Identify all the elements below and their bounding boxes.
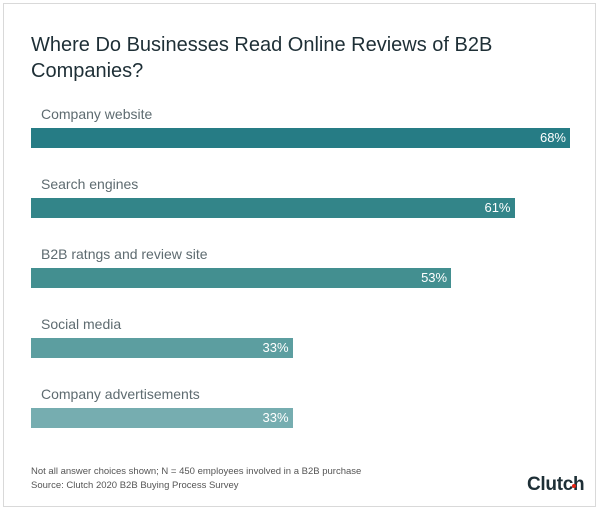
value-label: 61% xyxy=(484,200,511,215)
bar: 61% xyxy=(31,198,515,218)
chart-title: Where Do Businesses Read Online Reviews … xyxy=(31,34,493,82)
bar: 33% xyxy=(31,338,293,358)
bar: 53% xyxy=(31,268,452,288)
clutch-logo: Clutch xyxy=(527,474,585,496)
value-label: 68% xyxy=(539,130,566,145)
category-label: Company advertisements xyxy=(41,386,200,402)
category-label: Search engines xyxy=(41,176,139,192)
value-label: 33% xyxy=(262,340,289,355)
category-label: B2B ratngs and review site xyxy=(41,246,208,262)
footer-note: Not all answer choices shown; N = 450 em… xyxy=(31,466,362,477)
bar: 68% xyxy=(31,128,570,148)
category-label: Company website xyxy=(41,106,153,122)
bar: 33% xyxy=(31,408,293,428)
logo-dot xyxy=(572,484,576,488)
logo-text: Clutch xyxy=(527,474,585,495)
chart-card xyxy=(3,3,596,507)
footer-source: Source: Clutch 2020 B2B Buying Process S… xyxy=(31,480,239,491)
value-label: 33% xyxy=(262,410,289,425)
category-label: Social media xyxy=(41,316,122,332)
value-label: 53% xyxy=(421,270,448,285)
